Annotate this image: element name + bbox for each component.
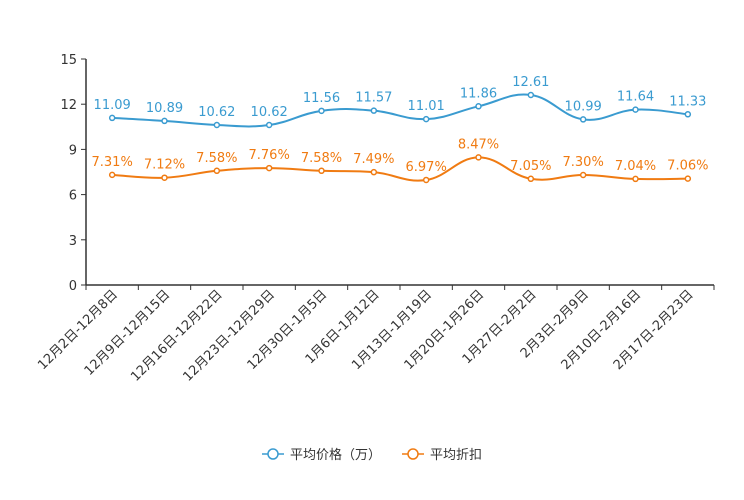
data-label-1: 7.04% bbox=[615, 159, 656, 174]
data-point-0[interactable] bbox=[475, 103, 482, 110]
data-label-0: 10.62 bbox=[251, 105, 288, 120]
data-label-1: 7.58% bbox=[301, 151, 342, 166]
data-point-0[interactable] bbox=[422, 115, 430, 123]
data-point-0[interactable] bbox=[370, 107, 378, 114]
data-point-1[interactable] bbox=[632, 175, 639, 183]
data-point-0[interactable] bbox=[632, 106, 639, 113]
y-tick-label: 9 bbox=[69, 143, 77, 158]
data-point-1[interactable] bbox=[318, 167, 325, 175]
data-label-1: 7.31% bbox=[92, 155, 133, 170]
data-label-1: 7.76% bbox=[249, 148, 290, 163]
data-point-1[interactable] bbox=[475, 154, 482, 161]
data-labels: 11.09 10.89 10.62 10.62 11.56 11.57 11.01 11.86… bbox=[92, 75, 709, 175]
legend-label: 平均折扣 bbox=[430, 448, 482, 463]
x-tick-label: 12月16日-12月22日 bbox=[128, 287, 225, 384]
data-point-1[interactable] bbox=[265, 164, 273, 172]
legend-marker-icon bbox=[267, 448, 279, 460]
x-tick-label: 12月23日-12月29日 bbox=[181, 287, 278, 384]
y-tick-label: 0 bbox=[69, 279, 77, 294]
data-label-1: 8.47% bbox=[458, 137, 499, 152]
series-layer bbox=[108, 91, 692, 184]
data-label-1: 7.49% bbox=[353, 152, 394, 167]
y-tick-label: 6 bbox=[69, 189, 77, 204]
data-label-0: 11.33 bbox=[669, 94, 706, 109]
data-label-0: 11.09 bbox=[94, 98, 131, 113]
data-point-1[interactable] bbox=[684, 175, 692, 182]
data-point-0[interactable] bbox=[213, 121, 221, 129]
data-label-1: 7.06% bbox=[667, 159, 708, 174]
legend-item-0[interactable]: 平均价格（万） bbox=[262, 447, 381, 463]
data-label-0: 10.89 bbox=[146, 101, 183, 116]
data-label-0: 10.99 bbox=[565, 99, 602, 114]
data-point-1[interactable] bbox=[527, 175, 535, 183]
data-point-0[interactable] bbox=[684, 111, 692, 118]
data-point-0[interactable] bbox=[265, 121, 273, 129]
data-label-1: 7.12% bbox=[144, 158, 185, 173]
data-label-1: 7.58% bbox=[196, 151, 237, 166]
legend-item-1[interactable]: 平均折扣 bbox=[402, 448, 482, 463]
data-label-0: 11.01 bbox=[408, 99, 445, 114]
data-label-1: 7.05% bbox=[510, 159, 551, 174]
data-point-1[interactable] bbox=[370, 168, 378, 176]
data-label-1: 7.30% bbox=[563, 155, 604, 170]
y-tick-label: 12 bbox=[60, 98, 77, 113]
series-line-0[interactable] bbox=[112, 93, 688, 128]
y-tick-label: 15 bbox=[60, 53, 77, 68]
data-label-0: 10.62 bbox=[198, 105, 235, 120]
data-label-1: 6.97% bbox=[406, 160, 447, 175]
data-label-0: 11.64 bbox=[617, 90, 654, 105]
data-point-1[interactable] bbox=[579, 171, 587, 179]
data-point-1[interactable] bbox=[213, 167, 221, 175]
data-label-0: 12.61 bbox=[512, 75, 549, 90]
legend-marker-icon bbox=[407, 448, 419, 460]
data-point-1[interactable] bbox=[422, 176, 430, 184]
data-label-0: 11.57 bbox=[355, 91, 392, 106]
data-point-0[interactable] bbox=[108, 114, 116, 122]
data-point-0[interactable] bbox=[579, 116, 587, 123]
data-point-1[interactable] bbox=[108, 171, 116, 179]
data-point-0[interactable] bbox=[527, 91, 535, 99]
legend[interactable]: 平均价格（万） 平均折扣 bbox=[262, 447, 482, 463]
y-tick-label: 3 bbox=[69, 234, 77, 249]
data-point-0[interactable] bbox=[318, 107, 325, 115]
legend-label: 平均价格（万） bbox=[290, 447, 381, 463]
data-point-0[interactable] bbox=[161, 117, 168, 125]
data-label-0: 11.56 bbox=[303, 91, 340, 106]
series-line-1[interactable] bbox=[112, 156, 688, 182]
data-point-1[interactable] bbox=[161, 174, 168, 181]
data-label-0: 11.86 bbox=[460, 86, 497, 101]
